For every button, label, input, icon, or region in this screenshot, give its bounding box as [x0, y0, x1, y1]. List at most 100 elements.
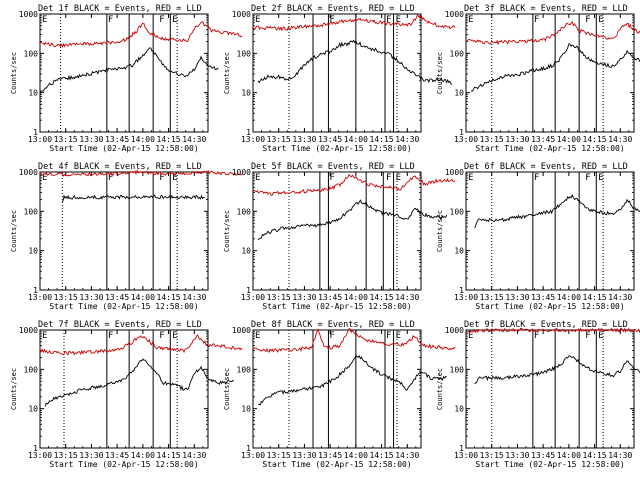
panel-title: Det 5f BLACK = Events, RED = LLD [251, 162, 415, 172]
y-tick-label: 1 [33, 128, 38, 137]
x-tick-label: 13:30 [292, 293, 316, 302]
x-tick-label: 13:00 [28, 293, 52, 302]
x-tick-label: 14:00 [344, 451, 368, 460]
events-rate-line [474, 355, 640, 385]
x-tick-label: 13:30 [79, 135, 103, 144]
x-tick-label: 14:00 [131, 293, 155, 302]
x-axis-label: Start Time (02-Apr-15 12:58:00) [475, 144, 624, 153]
end-marker-label: E [172, 15, 177, 25]
lld-rate-line [39, 334, 243, 356]
detector-panel: Det 6f BLACK = Events, RED = LLD 1 10 100 10… [436, 162, 640, 311]
x-tick-label: 13:30 [292, 135, 316, 144]
end-marker-label: E [598, 15, 603, 25]
y-tick-label: 1 [459, 128, 464, 137]
x-tick-label: 13:45 [105, 293, 129, 302]
x-axis-label: Start Time (02-Apr-15 12:58:00) [262, 460, 411, 469]
y-tick-label: 1000 [19, 168, 38, 177]
plot-frame [465, 329, 635, 449]
x-tick-label: 14:00 [557, 451, 581, 460]
x-tick-label: 14:00 [344, 293, 368, 302]
x-tick-label: 13:30 [79, 451, 103, 460]
events-rate-line [471, 43, 640, 92]
end-marker-label: E [42, 331, 47, 341]
x-tick-label: 13:45 [531, 293, 555, 302]
end-marker-label: E [172, 331, 177, 341]
y-tick-label: 10 [28, 247, 38, 256]
x-tick-label: 13:45 [531, 135, 555, 144]
y-tick-label: 1 [246, 128, 251, 137]
x-tick-label: 13:30 [79, 293, 103, 302]
x-tick-label: 14:30 [182, 293, 206, 302]
y-tick-label: 1000 [232, 10, 251, 19]
events-rate-line [474, 193, 640, 229]
y-tick-label: 100 [237, 365, 252, 374]
y-axis-label: Counts/sec [436, 52, 444, 94]
x-tick-label: 14:30 [395, 451, 419, 460]
events-rate-line [39, 47, 219, 95]
detector-panel: Det 9f BLACK = Events, RED = LLD 1 10 100 10… [436, 320, 640, 469]
x-tick-label: 14:30 [608, 293, 632, 302]
panel-title: Det 4f BLACK = Events, RED = LLD [38, 162, 202, 172]
x-tick-label: 14:30 [395, 135, 419, 144]
y-axis-label: Counts/sec [10, 210, 18, 252]
flare-marker-label: F [108, 15, 113, 25]
x-axis-label: Start Time (02-Apr-15 12:58:00) [475, 460, 624, 469]
y-tick-label: 100 [450, 365, 465, 374]
flare-marker-label: F [329, 173, 334, 183]
x-tick-label: 13:15 [480, 135, 504, 144]
x-axis-label: Start Time (02-Apr-15 12:58:00) [262, 302, 411, 311]
lld-rate-line [39, 169, 243, 177]
x-tick-label: 13:15 [267, 451, 291, 460]
y-tick-label: 1000 [445, 168, 464, 177]
detector-panel: Det 4f BLACK = Events, RED = LLD 1 10 100 10… [10, 162, 243, 311]
x-tick-label: 13:15 [267, 293, 291, 302]
plot-frame [252, 13, 422, 133]
end-marker-label: E [598, 331, 603, 341]
y-tick-label: 100 [24, 49, 39, 58]
y-tick-label: 1000 [19, 10, 38, 19]
x-tick-label: 14:30 [182, 135, 206, 144]
end-marker-label: E [396, 15, 401, 25]
flare-marker-label: F [585, 331, 590, 341]
x-tick-label: 13:15 [480, 293, 504, 302]
x-tick-label: 14:15 [583, 451, 607, 460]
end-marker-label: E [396, 173, 401, 183]
y-axis-label: Counts/sec [223, 52, 231, 94]
plot-frame [39, 13, 209, 133]
y-axis-label: Counts/sec [10, 368, 18, 410]
events-rate-line [257, 354, 447, 406]
end-marker-label: E [598, 173, 603, 183]
y-tick-label: 1 [33, 444, 38, 453]
events-rate-line [257, 199, 448, 241]
x-tick-label: 14:00 [557, 293, 581, 302]
detector-panel: Det 5f BLACK = Events, RED = LLD 1 10 100 10… [223, 162, 456, 311]
events-rate-line [44, 358, 234, 407]
x-axis-label: Start Time (02-Apr-15 12:58:00) [475, 302, 624, 311]
y-tick-label: 10 [241, 405, 251, 414]
detector-panel: Det 8f BLACK = Events, RED = LLD 1 10 100 10… [223, 320, 456, 469]
detector-panel: Det 7f BLACK = Events, RED = LLD 1 10 100 10… [10, 320, 243, 469]
lld-rate-line [252, 13, 456, 32]
events-rate-line [61, 194, 205, 203]
flare-marker-label: F [108, 173, 113, 183]
x-tick-label: 13:00 [454, 135, 478, 144]
end-marker-label: E [468, 331, 473, 341]
end-marker-label: E [255, 331, 260, 341]
y-axis-label: Counts/sec [223, 210, 231, 252]
x-tick-label: 14:15 [370, 293, 394, 302]
x-tick-label: 13:45 [105, 135, 129, 144]
x-tick-label: 13:45 [105, 451, 129, 460]
y-tick-label: 100 [24, 207, 39, 216]
x-tick-label: 14:30 [608, 135, 632, 144]
x-tick-label: 13:00 [241, 293, 265, 302]
y-axis-label: Counts/sec [10, 52, 18, 94]
lld-rate-line [465, 327, 640, 334]
lld-rate-line [252, 173, 456, 196]
flare-marker-label: F [534, 15, 539, 25]
y-tick-label: 10 [454, 89, 464, 98]
y-axis-label: Counts/sec [436, 368, 444, 410]
x-tick-label: 14:15 [157, 293, 181, 302]
end-marker-label: E [468, 173, 473, 183]
flare-marker-label: F [159, 173, 164, 183]
